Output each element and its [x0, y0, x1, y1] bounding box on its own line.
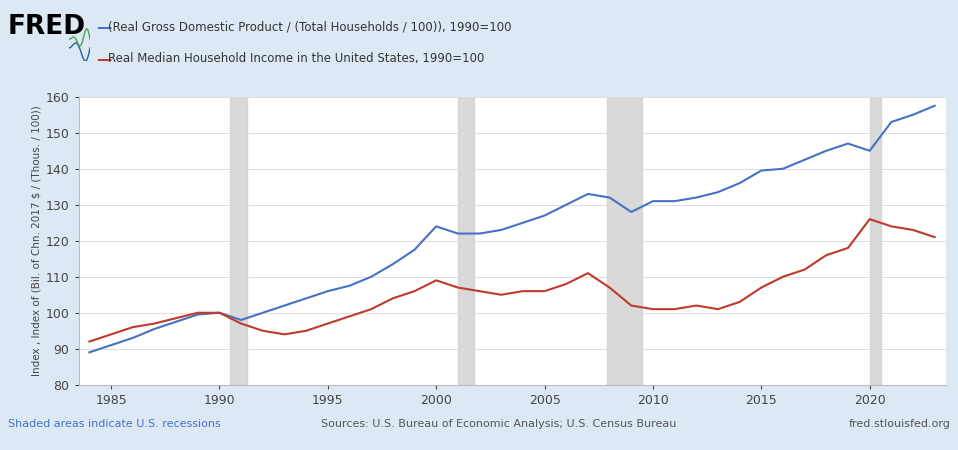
Y-axis label: Index , Index of (Bil. of Chn. 2017 $ / (Thous. / 100)): Index , Index of (Bil. of Chn. 2017 $ / … [32, 105, 41, 376]
Text: Real Median Household Income in the United States, 1990=100: Real Median Household Income in the Unit… [108, 52, 485, 65]
Text: —: — [96, 52, 111, 67]
Text: Shaded areas indicate U.S. recessions: Shaded areas indicate U.S. recessions [8, 419, 220, 429]
Text: (Real Gross Domestic Product / (Total Households / 100)), 1990=100: (Real Gross Domestic Product / (Total Ho… [108, 20, 512, 33]
Text: fred.stlouisfed.org: fred.stlouisfed.org [849, 419, 950, 429]
Bar [870, 97, 880, 385]
Text: FRED: FRED [8, 14, 86, 40]
Bar [607, 97, 642, 385]
Text: —: — [96, 20, 111, 35]
Bar [230, 97, 246, 385]
Text: Sources: U.S. Bureau of Economic Analysis; U.S. Census Bureau: Sources: U.S. Bureau of Economic Analysi… [321, 419, 676, 429]
Bar [458, 97, 474, 385]
